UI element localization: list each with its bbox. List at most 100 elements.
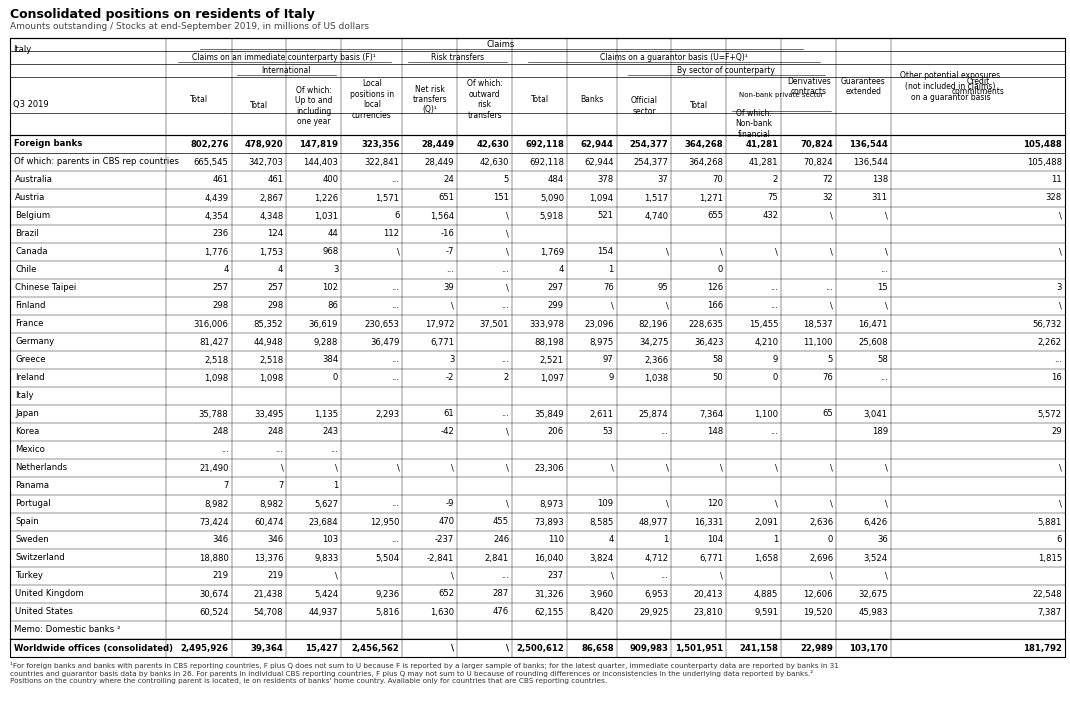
Text: 44,948: 44,948 [254,338,284,346]
Text: \: \ [506,644,509,653]
Text: 33,495: 33,495 [254,410,284,419]
Text: 2,495,926: 2,495,926 [181,644,229,653]
Text: 120: 120 [707,500,723,508]
Text: 8,982: 8,982 [204,500,229,508]
Text: 378: 378 [597,176,613,185]
Text: 45,983: 45,983 [858,608,888,616]
Text: 4,354: 4,354 [204,212,229,221]
Text: 154: 154 [597,247,613,257]
Text: 124: 124 [268,230,284,238]
Text: 136,544: 136,544 [853,157,888,166]
Text: 23,810: 23,810 [693,608,723,616]
Text: 6: 6 [394,212,399,221]
Text: Official
sector: Official sector [630,97,658,116]
Text: \: \ [611,572,613,580]
Text: 4,439: 4,439 [204,193,229,202]
Text: 28,449: 28,449 [422,140,455,149]
Text: \: \ [452,463,455,472]
Text: 16: 16 [1051,374,1063,383]
Text: 461: 461 [268,176,284,185]
Text: 909,983: 909,983 [629,644,669,653]
Text: \: \ [720,463,723,472]
Text: 257: 257 [268,283,284,293]
Text: 18,880: 18,880 [199,553,229,563]
Text: 1,094: 1,094 [590,193,613,202]
Text: 254,377: 254,377 [633,157,669,166]
Text: ¹For foreign banks and banks with parents in CBS reporting countries, F plus Q d: ¹For foreign banks and banks with parent… [10,662,839,669]
Text: 126: 126 [707,283,723,293]
Text: 73,424: 73,424 [199,517,229,527]
Text: 228,635: 228,635 [688,319,723,329]
Text: 28,449: 28,449 [425,157,455,166]
Text: \: \ [830,572,834,580]
Text: ...: ... [1054,355,1063,364]
Text: 4: 4 [224,266,229,274]
Text: 3: 3 [333,266,338,274]
Text: -2: -2 [446,374,455,383]
Text: 4,740: 4,740 [644,212,669,221]
Text: 31,326: 31,326 [535,589,564,599]
Text: 1,098: 1,098 [259,374,284,383]
Text: \: \ [452,302,455,310]
Text: Of which: parents in CBS rep countries: Of which: parents in CBS rep countries [14,157,179,166]
Text: \: \ [506,500,509,508]
Text: 342,703: 342,703 [248,157,284,166]
Text: 44,937: 44,937 [309,608,338,616]
Text: 136,544: 136,544 [850,140,888,149]
Text: 6: 6 [1057,536,1063,544]
Text: 432: 432 [762,212,778,221]
Text: ...: ... [392,176,399,185]
Text: 103,170: 103,170 [850,644,888,653]
Text: 323,356: 323,356 [361,140,399,149]
Text: \: \ [830,302,834,310]
Text: ...: ... [392,283,399,293]
Text: 0: 0 [828,536,834,544]
Text: 32,675: 32,675 [858,589,888,599]
Text: Mexico: Mexico [15,446,45,455]
Text: \: \ [885,500,888,508]
Text: \: \ [335,572,338,580]
Text: Of which:
outward
risk
transfers: Of which: outward risk transfers [467,80,503,120]
Text: 299: 299 [548,302,564,310]
Text: Claims: Claims [487,40,516,49]
Text: 36,423: 36,423 [693,338,723,346]
Text: 1,630: 1,630 [430,608,455,616]
Text: 9,236: 9,236 [376,589,399,599]
Text: 4: 4 [559,266,564,274]
Text: 56,732: 56,732 [1033,319,1063,329]
Text: 2,091: 2,091 [754,517,778,527]
Text: ...: ... [502,572,509,580]
Text: Panama: Panama [15,482,49,491]
Text: 5,627: 5,627 [315,500,338,508]
Text: 6,771: 6,771 [430,338,455,346]
Text: United Kingdom: United Kingdom [15,589,83,599]
Text: \: \ [506,230,509,238]
Text: 3,960: 3,960 [590,589,613,599]
Text: Non-bank private sector: Non-bank private sector [739,92,824,98]
Text: \: \ [885,302,888,310]
Text: 257: 257 [213,283,229,293]
Text: 25,874: 25,874 [639,410,669,419]
Text: 1,658: 1,658 [754,553,778,563]
Text: 36: 36 [877,536,888,544]
Text: 18,537: 18,537 [804,319,834,329]
Text: 44: 44 [327,230,338,238]
Text: 7: 7 [224,482,229,491]
Text: 105,488: 105,488 [1027,157,1063,166]
Text: ...: ... [502,302,509,310]
Text: Total: Total [531,95,549,104]
Text: ...: ... [392,536,399,544]
Text: \: \ [776,463,778,472]
Text: 6,426: 6,426 [863,517,888,527]
Text: 54,708: 54,708 [254,608,284,616]
Text: 9: 9 [773,355,778,364]
Text: 1: 1 [333,482,338,491]
Text: 5: 5 [828,355,834,364]
Text: 22,548: 22,548 [1033,589,1063,599]
Text: 3: 3 [1057,283,1063,293]
Text: 144,403: 144,403 [304,157,338,166]
Text: \: \ [611,463,613,472]
Bar [10,38,1065,657]
Text: 5: 5 [504,176,509,185]
Text: 86,658: 86,658 [581,644,613,653]
